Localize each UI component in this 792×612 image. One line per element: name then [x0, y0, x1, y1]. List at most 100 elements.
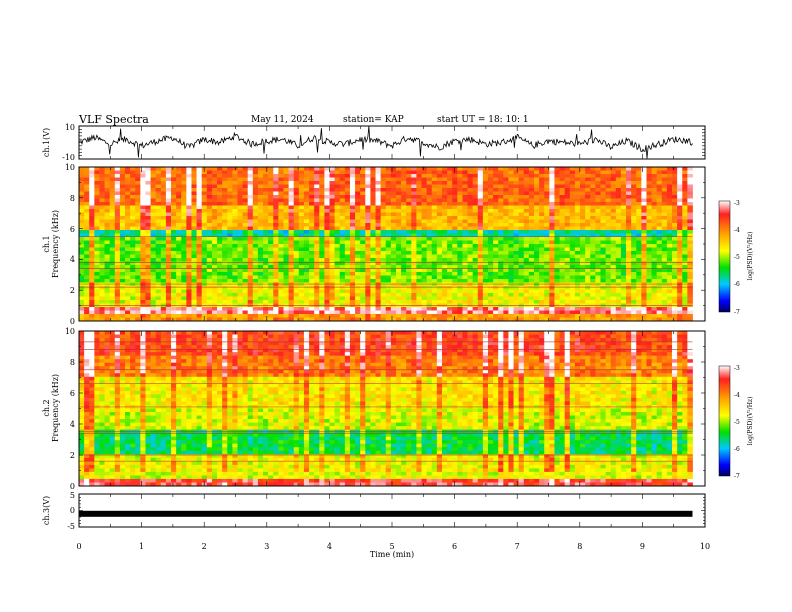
spectrogram-cell [140, 251, 146, 255]
spectrogram-cell [84, 300, 90, 304]
spectrogram-cell [329, 268, 336, 273]
spectrogram-cell [222, 188, 228, 192]
spectrogram-cell [176, 289, 182, 294]
spectrogram-cell [355, 296, 361, 301]
spectrogram-cell [452, 279, 458, 283]
spectrogram-cell [661, 181, 668, 185]
spectrogram-cell [477, 244, 484, 248]
spectrogram-cell [375, 177, 382, 182]
spectrogram-cell [288, 307, 295, 311]
spectrogram-cell [109, 254, 116, 259]
spectrogram-cell [196, 258, 203, 262]
spectrogram-cell [150, 167, 157, 171]
spectrogram-cell [324, 216, 330, 220]
spectrogram-cell [181, 268, 187, 273]
spectrogram-cell [114, 261, 121, 266]
spectrogram-cell [176, 300, 182, 304]
spectrogram-cell [508, 251, 514, 255]
spectrogram-cell [462, 191, 468, 196]
spectrogram-cell [257, 212, 264, 217]
spectrogram-cell [257, 216, 264, 220]
spectrogram-cell [288, 265, 295, 269]
spectrogram-cell [452, 244, 458, 248]
spectrogram-cell [109, 310, 116, 315]
spectrogram-cell [672, 198, 678, 203]
spectrogram-cell [135, 170, 141, 175]
spectrogram-cell [278, 244, 284, 248]
spectrogram-cell [125, 275, 131, 280]
spectrogram-cell [273, 247, 279, 252]
spectrogram-cell [610, 219, 617, 224]
spectrogram-cell [135, 181, 141, 185]
spectrogram-cell [610, 286, 617, 290]
spectrogram-cell [94, 289, 100, 294]
spectrogram-cell [595, 286, 601, 290]
spectrogram-cell [626, 184, 632, 189]
spectrogram-cell [416, 223, 422, 227]
spectrogram-cell [319, 202, 325, 206]
spectrogram-cell [385, 202, 392, 206]
spectrogram-cell [447, 307, 453, 311]
spectrogram-cell [186, 258, 192, 262]
spectrogram-cell [534, 272, 540, 276]
spectrogram-cell [334, 216, 341, 220]
spectrogram-cell [385, 279, 392, 283]
spectrogram-cell [227, 202, 233, 206]
spectrogram-cell [569, 216, 576, 220]
spectrogram-cell [119, 191, 126, 196]
spectrogram-cell [314, 247, 320, 252]
spectrogram-cell [309, 181, 315, 185]
spectrogram-cell [539, 254, 545, 259]
spectrogram-cell [620, 226, 627, 231]
spectrogram-cell [395, 310, 402, 315]
spectrogram-cell [574, 191, 581, 196]
spectrogram-cell [344, 272, 351, 276]
spectrogram-cell [130, 296, 136, 301]
spectrogram-cell [171, 247, 177, 252]
spectrogram-cell [569, 223, 576, 227]
spectrogram-cell [493, 198, 499, 203]
spectrogram-cell [498, 282, 504, 287]
spectrogram-cell [687, 174, 693, 178]
spectrogram-cell [641, 254, 647, 259]
spectrogram-cell [242, 244, 249, 248]
spectrogram-cell [585, 177, 591, 182]
spectrogram-cell [181, 251, 187, 255]
spectrogram-cell [390, 296, 397, 301]
spectrogram-cell [626, 258, 632, 262]
spectrogram-cell [406, 244, 412, 248]
spectrogram-cell [314, 188, 320, 192]
spectrogram-cell [487, 195, 494, 199]
spectrogram-cell [206, 286, 213, 290]
spectrogram-cell [176, 254, 182, 259]
spectrogram-cell [211, 296, 218, 301]
spectrogram-cell [155, 289, 162, 294]
spectrogram-cell [549, 181, 555, 185]
spectrogram-cell [232, 223, 238, 227]
spectrogram-cell [682, 307, 688, 311]
spectrogram-cell [206, 230, 213, 234]
spectrogram-cell [666, 275, 673, 280]
spectrogram-cell [114, 265, 121, 269]
spectrogram-cell [104, 240, 111, 245]
spectrogram-cell [191, 268, 197, 273]
spectrogram-cell [574, 254, 581, 259]
spectrogram-cell [493, 177, 499, 182]
spectrogram-cell [130, 181, 136, 185]
spectrogram-cell [656, 254, 663, 259]
spectrogram-cell [641, 247, 647, 252]
spectrogram-cell [257, 226, 264, 231]
spectrogram-cell [600, 282, 606, 287]
spectrogram-cell [150, 191, 157, 196]
spectrogram-cell [544, 261, 550, 266]
spectrogram-cell [477, 258, 484, 262]
spectrogram-cell [257, 202, 264, 206]
spectrogram-cell [385, 226, 392, 231]
spectrogram-cell [165, 261, 172, 266]
spectrogram-cell [528, 188, 535, 192]
spectrogram-cell [99, 212, 105, 217]
spectrogram-cell [651, 296, 658, 301]
spectrogram-cell [472, 209, 479, 213]
spectrogram-cell [380, 310, 387, 315]
spectrogram-cell [135, 272, 141, 276]
